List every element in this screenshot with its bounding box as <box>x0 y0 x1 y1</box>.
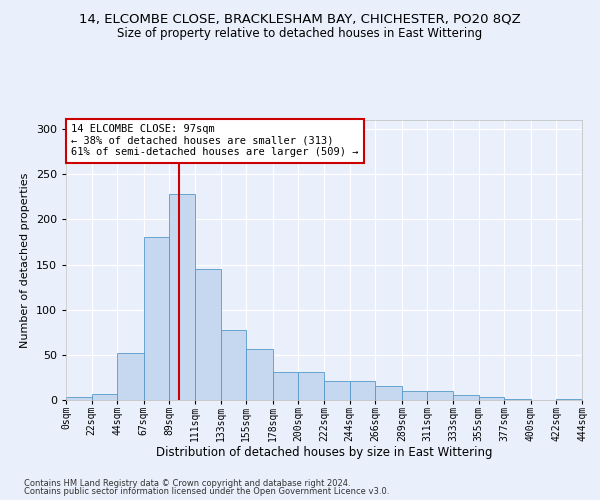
Text: Size of property relative to detached houses in East Wittering: Size of property relative to detached ho… <box>118 28 482 40</box>
Bar <box>427 391 453 400</box>
Bar <box>350 381 375 400</box>
Bar <box>298 372 324 400</box>
Text: Contains public sector information licensed under the Open Government Licence v3: Contains public sector information licen… <box>24 487 389 496</box>
Bar <box>169 194 195 400</box>
Bar <box>117 353 144 400</box>
Bar <box>453 394 479 400</box>
Bar <box>246 348 273 400</box>
Bar <box>504 399 531 400</box>
Bar <box>195 269 221 400</box>
Text: 14 ELCOMBE CLOSE: 97sqm
← 38% of detached houses are smaller (313)
61% of semi-d: 14 ELCOMBE CLOSE: 97sqm ← 38% of detache… <box>71 124 359 158</box>
Bar <box>66 398 92 400</box>
Bar <box>92 394 117 400</box>
Text: 14, ELCOMBE CLOSE, BRACKLESHAM BAY, CHICHESTER, PO20 8QZ: 14, ELCOMBE CLOSE, BRACKLESHAM BAY, CHIC… <box>79 12 521 26</box>
Text: Contains HM Land Registry data © Crown copyright and database right 2024.: Contains HM Land Registry data © Crown c… <box>24 478 350 488</box>
X-axis label: Distribution of detached houses by size in East Wittering: Distribution of detached houses by size … <box>156 446 492 460</box>
Bar <box>375 386 402 400</box>
Bar <box>402 391 427 400</box>
Bar <box>273 372 298 400</box>
Bar <box>324 381 350 400</box>
Bar <box>221 330 246 400</box>
Bar <box>556 399 582 400</box>
Y-axis label: Number of detached properties: Number of detached properties <box>20 172 30 348</box>
Bar <box>144 238 169 400</box>
Bar <box>479 398 504 400</box>
